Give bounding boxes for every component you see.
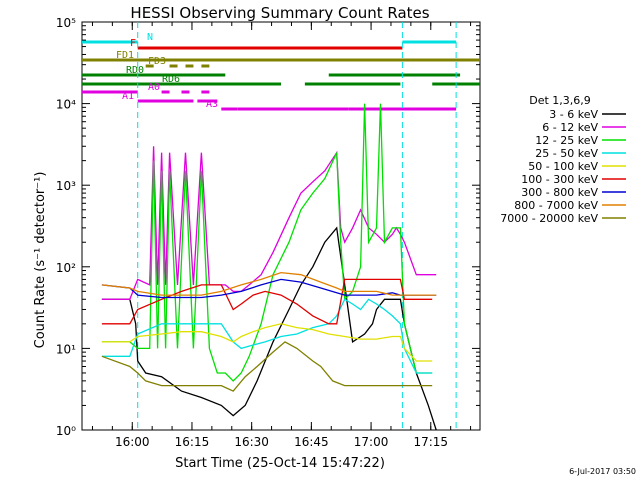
x-tick-label: 17:00: [354, 435, 389, 449]
series-line-4: [101, 323, 433, 362]
flag-label-a3: A3: [206, 99, 218, 110]
flag-label-f: F: [130, 38, 136, 49]
series-lines: [101, 103, 437, 431]
series-line-6: [101, 278, 437, 299]
series-line-7: [101, 271, 437, 296]
legend-entry-label: 25 - 50 keV: [535, 147, 598, 160]
x-axis-label: Start Time (25-Oct-14 15:47:22): [175, 456, 385, 471]
series-line-0: [101, 226, 437, 431]
flag-label-rd6: RD6: [162, 74, 180, 85]
y-tick-label: 10⁵: [56, 16, 76, 30]
flag-label-rd0: RD0: [126, 65, 144, 76]
timestamp: 6-Jul-2017 03:50: [569, 467, 636, 476]
legend-entry-label: 7000 - 20000 keV: [500, 212, 598, 225]
x-tick-label: 16:00: [115, 435, 150, 449]
y-tick-label: 10¹: [56, 342, 76, 356]
legend-entry-label: 12 - 25 keV: [535, 134, 598, 147]
legend-title: Det 1,3,6,9: [529, 94, 591, 107]
x-tick-label: 16:30: [234, 435, 269, 449]
chart-title: HESSI Observing Summary Count Rates: [130, 4, 429, 22]
y-axis-label: Count Rate (s⁻¹ detector⁻¹): [33, 172, 48, 349]
legend-entry-label: 6 - 12 keV: [542, 121, 598, 134]
flag-label-a0: A0: [148, 82, 160, 93]
y-axis-ticks: 10⁰ 10¹ 10² 10³ 10⁴ 10⁵: [56, 16, 480, 438]
series-line-3: [101, 298, 433, 374]
legend-entry-label: 3 - 6 keV: [549, 108, 598, 121]
x-tick-label: 16:45: [294, 435, 329, 449]
x-tick-label: 17:15: [413, 435, 448, 449]
y-tick-label: 10²: [56, 261, 76, 275]
series-line-1: [101, 146, 437, 300]
x-tick-label: 16:15: [175, 435, 210, 449]
legend-entry-label: 50 - 100 keV: [528, 160, 598, 173]
legend-entry-label: 300 - 800 keV: [521, 186, 598, 199]
series-line-2: [101, 103, 433, 382]
flag-label-n: N: [147, 32, 153, 43]
flag-label-a1: A1: [122, 91, 134, 102]
legend-entry-label: 800 - 7000 keV: [514, 199, 598, 212]
y-tick-label: 10⁰: [56, 424, 76, 438]
plot-frame: [81, 21, 481, 431]
x-axis-ticks: 16:00 16:15 16:30 16:45 17:00 17:15: [91, 22, 472, 449]
series-line-8: [101, 341, 433, 392]
y-tick-label: 10⁴: [56, 98, 76, 112]
y-tick-label: 10³: [56, 179, 76, 193]
flag-label-fd3: FD3: [148, 56, 166, 67]
flag-label-fd1: FD1: [116, 50, 134, 61]
series-line-5: [101, 278, 433, 325]
legend-entry-label: 100 - 300 keV: [521, 173, 598, 186]
